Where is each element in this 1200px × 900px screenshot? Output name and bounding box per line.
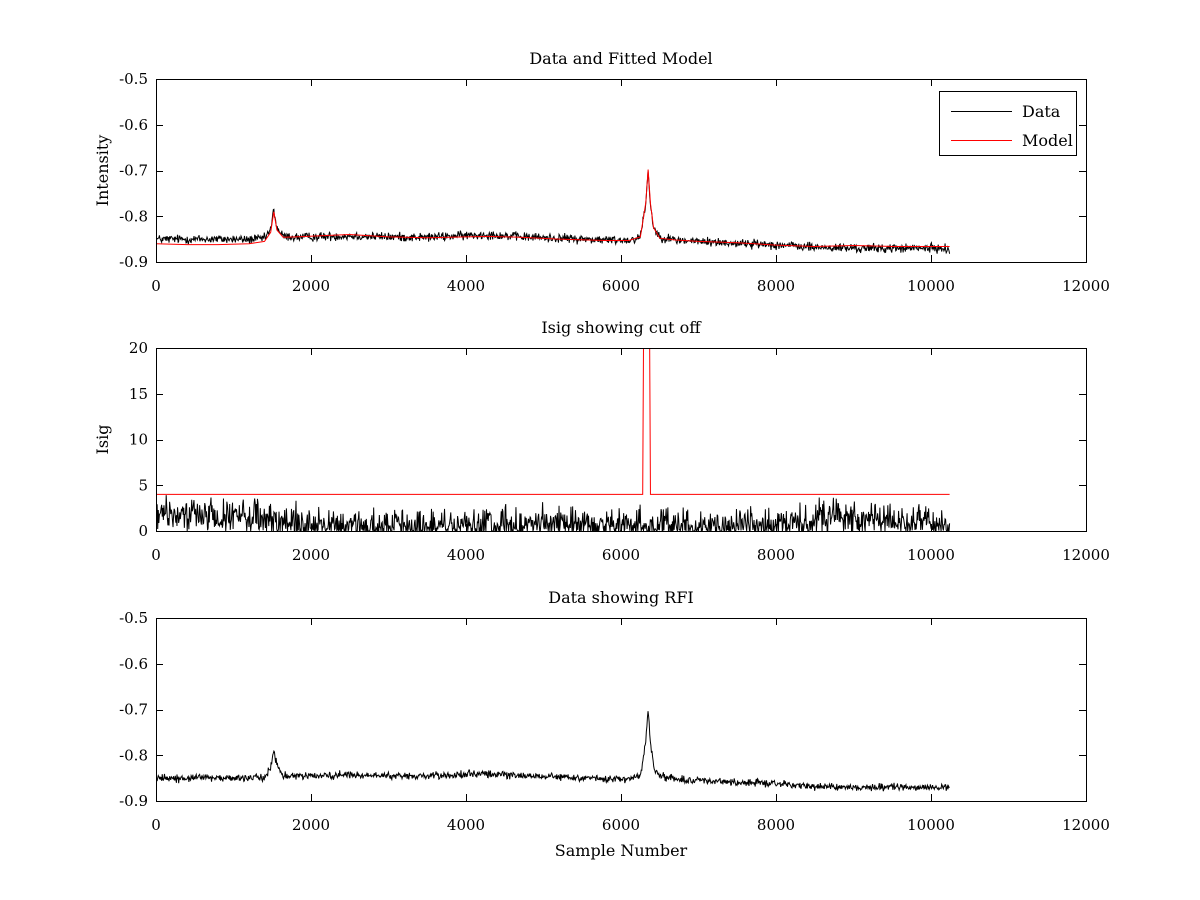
x-tick-label: 6000 [602,816,640,834]
y-tick-label: 5 [138,476,148,494]
x-tick-label: 4000 [447,546,485,564]
legend-box [939,91,1077,156]
y-tick-label: 15 [129,385,148,403]
x-tick-label: 10000 [907,546,955,564]
x-tick-label: 0 [151,277,161,295]
x-tick-label: 4000 [447,816,485,834]
series-line-black [156,495,951,531]
x-tick-label: 12000 [1062,277,1110,295]
y-tick-label: 10 [129,431,148,449]
x-tick-label: 8000 [757,546,795,564]
plot-title: Isig showing cut off [541,318,702,337]
plot-title: Data showing RFI [548,588,693,607]
x-tick-label: 0 [151,546,161,564]
y-tick-label: -0.7 [119,162,148,180]
plot-area [156,711,950,792]
x-tick-label: 10000 [907,277,955,295]
axes-box [156,618,1087,802]
y-tick-label: -0.6 [119,116,148,134]
plot-area [156,169,951,255]
plot-title: Data and Fitted Model [529,49,712,68]
y-tick-label: -0.7 [119,701,148,719]
y-tick-label: 20 [129,339,148,357]
legend-label-data: Data [1022,102,1061,121]
x-tick-label: 8000 [757,816,795,834]
x-tick-label: 6000 [602,546,640,564]
x-tick-label: 12000 [1062,546,1110,564]
x-axis-title: Sample Number [555,841,688,860]
legend: Data Model [939,91,1077,156]
y-tick-label: 0 [138,522,148,540]
panel-1: 0 2000 4000 6000 8000 10000 12000 -0.9 -0.8 -0.7 -… [93,49,1110,295]
series-line-model [156,169,950,247]
x-tick-label: 2000 [292,546,330,564]
series-line-data [156,170,951,255]
x-tick-label: 6000 [602,277,640,295]
series-line-red [156,348,950,495]
x-tick-label: 2000 [292,816,330,834]
y-tick-label: -0.5 [119,609,148,627]
y-tick-label: -0.5 [119,70,148,88]
y-axis-title: Intensity [93,135,112,207]
x-tick-label: 4000 [447,277,485,295]
panel-3: 0 2000 4000 6000 8000 10000 12000 -0.9 -0.8 -0.7 -… [119,588,1110,860]
y-tick-label: -0.8 [119,207,148,225]
y-tick-label: -0.6 [119,655,148,673]
y-tick-label: -0.8 [119,746,148,764]
x-tick-label: 10000 [907,816,955,834]
y-tick-label: -0.9 [119,792,148,810]
legend-label-model: Model [1022,131,1073,150]
y-axis-title: Isig [93,425,112,455]
y-tick-label: -0.9 [119,253,148,271]
x-tick-label: 12000 [1062,816,1110,834]
series-line-black [156,711,950,792]
x-tick-label: 0 [151,816,161,834]
x-tick-label: 2000 [292,277,330,295]
x-tick-label: 8000 [757,277,795,295]
plot-area [156,348,951,531]
panel-2: 0 2000 4000 6000 8000 10000 12000 0 5 10 15 20 Isig … [93,318,1110,564]
